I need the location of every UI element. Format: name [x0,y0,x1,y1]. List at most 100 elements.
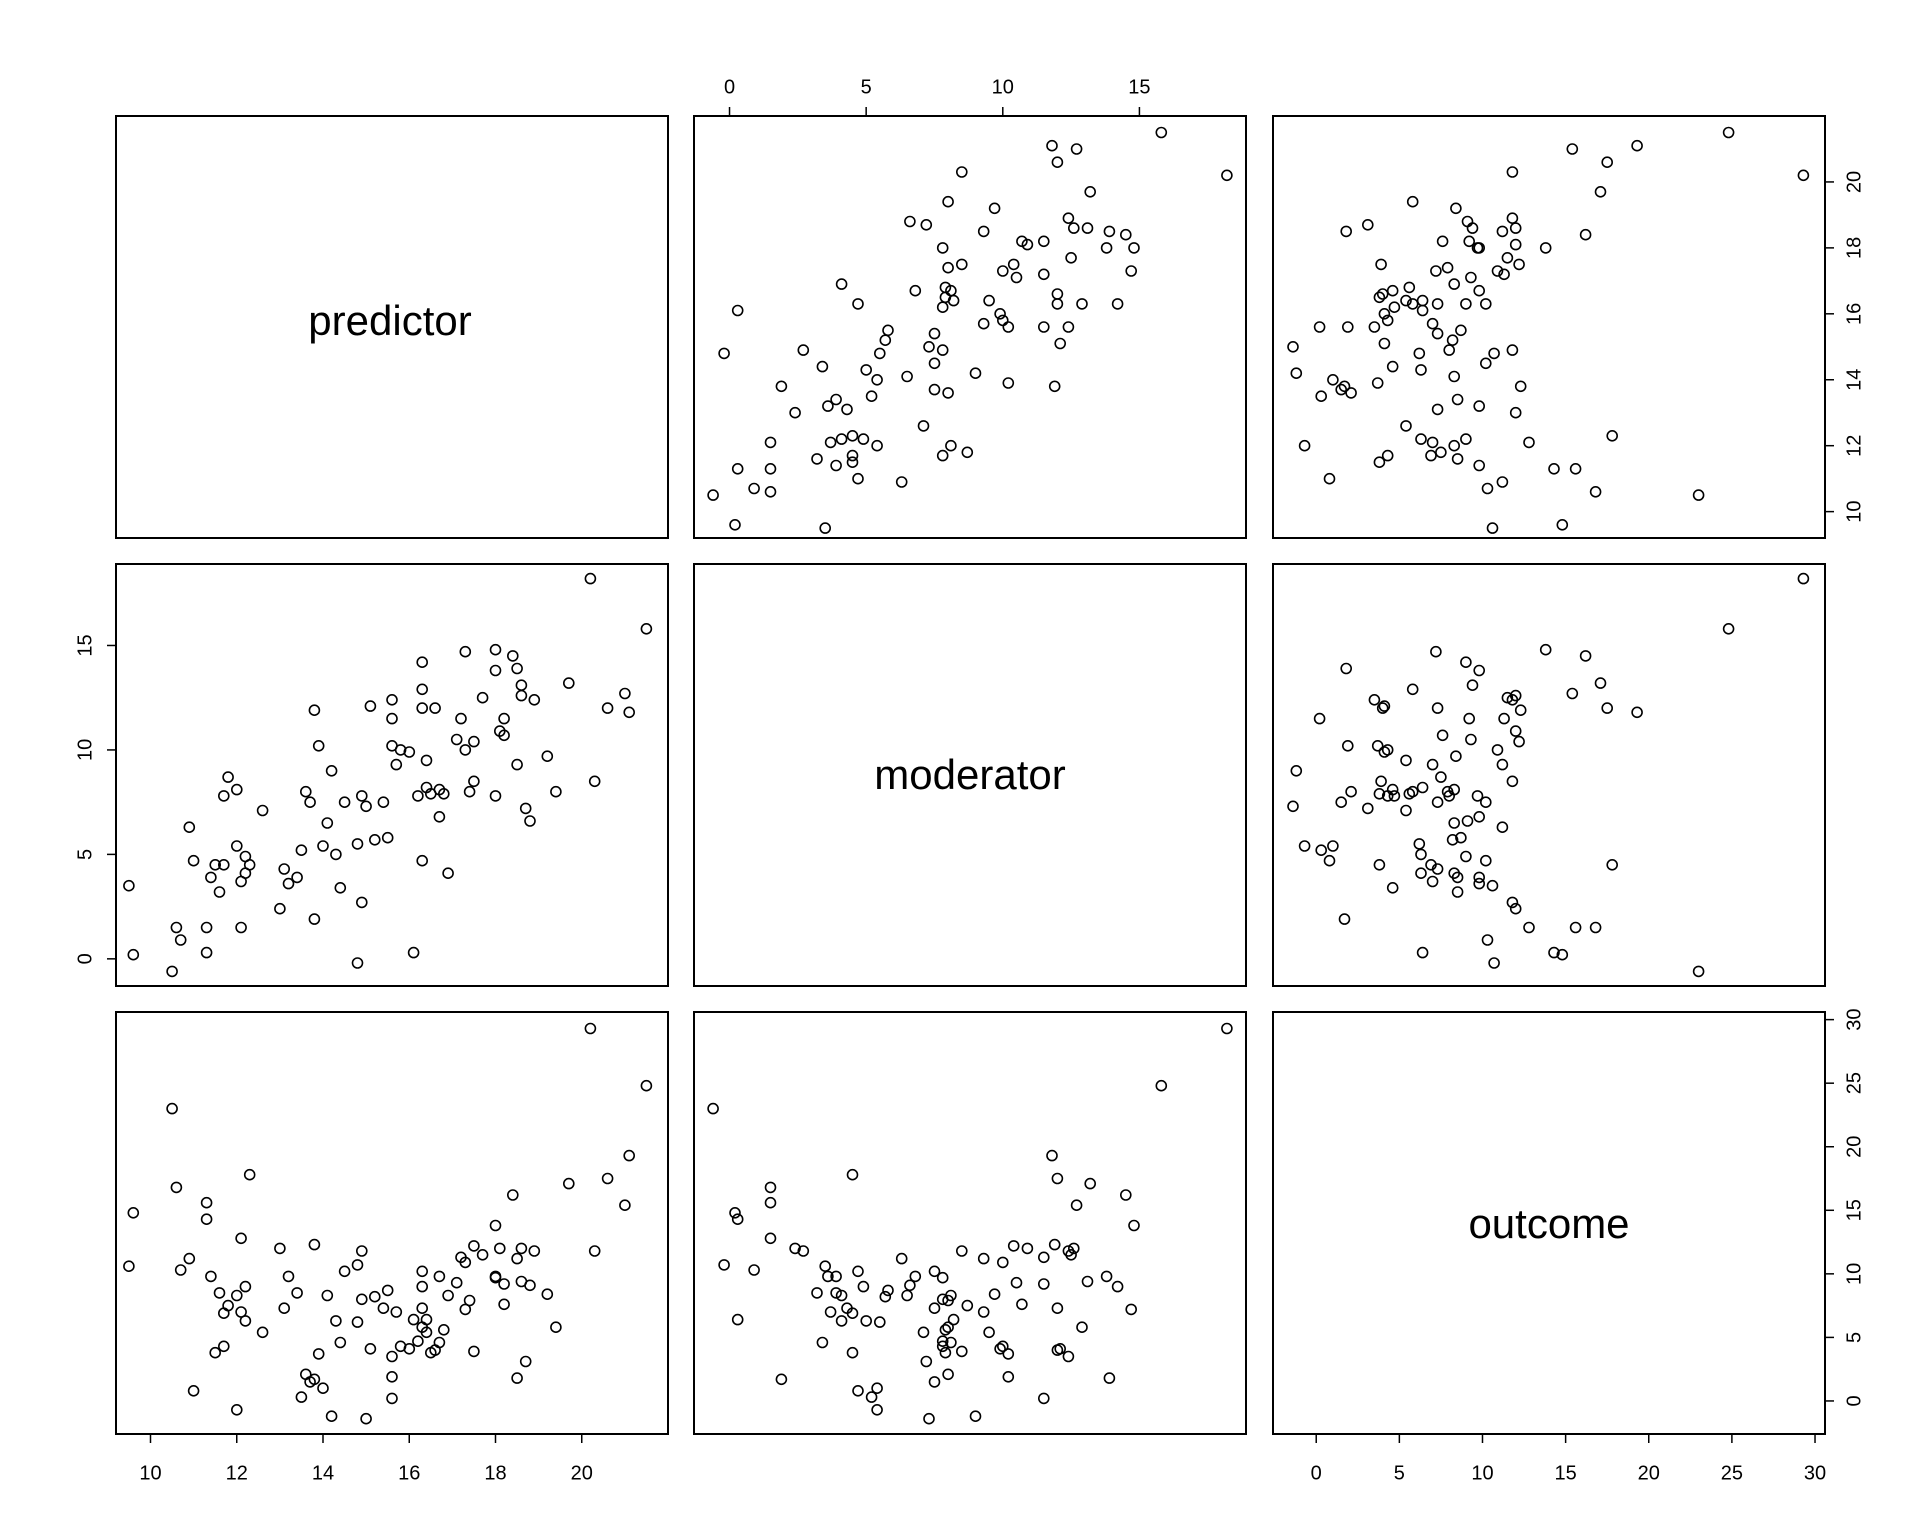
point-outcome-vs-predictor-22 [1400,420,1412,432]
point-predictor-vs-outcome-25 [282,1270,295,1283]
point-moderator-vs-predictor-77 [1128,242,1140,254]
point-moderator-vs-predictor-78 [936,242,949,254]
point-predictor-vs-outcome-90 [541,1288,554,1300]
point-outcome-vs-moderator-77 [1539,643,1552,656]
point-outcome-vs-predictor-8 [1569,462,1582,475]
point-outcome-vs-moderator-3 [1481,934,1494,946]
point-outcome-vs-moderator-45 [1446,833,1459,846]
tick-label-bottom-outcome-15: 15 [1555,1462,1577,1484]
point-moderator-vs-predictor-39 [718,347,730,360]
point-moderator-vs-predictor-50 [1062,321,1075,333]
tick-label-right-predictor-18: 18 [1843,237,1865,259]
point-moderator-vs-outcome-1 [729,1207,741,1219]
point-outcome-vs-predictor-1 [1556,518,1569,531]
tick-label-bottom-predictor-20: 20 [571,1462,593,1484]
tick-label-top-moderator-5: 5 [861,76,872,98]
point-moderator-vs-outcome-11 [811,1287,823,1299]
point-moderator-vs-outcome-37 [816,1336,829,1349]
point-moderator-vs-outcome-34 [901,1289,913,1302]
point-predictor-vs-outcome-16 [231,1289,243,1302]
point-outcome-vs-moderator-82 [1579,650,1592,662]
point-outcome-vs-moderator-8 [1569,921,1582,934]
point-moderator-vs-outcome-36 [860,1315,873,1327]
point-outcome-vs-predictor-73 [1513,258,1525,271]
point-predictor-vs-outcome-9 [205,1270,217,1283]
point-predictor-vs-outcome-53 [403,1343,416,1355]
tick-label-left-moderator-0: 0 [74,953,96,964]
point-outcome-vs-moderator-30 [1514,704,1527,717]
point-predictor-vs-outcome-34 [321,1289,334,1302]
point-outcome-vs-moderator-94 [1506,775,1519,788]
point-moderator-vs-predictor-84 [977,225,990,238]
point-predictor-vs-outcome-79 [493,1242,506,1255]
point-predictor-vs-outcome-59 [416,1302,429,1314]
point-moderator-vs-outcome-76 [1100,1270,1113,1283]
point-moderator-vs-predictor-30 [1048,380,1061,393]
point-moderator-vs-outcome-50 [1062,1350,1075,1363]
point-predictor-vs-moderator-86 [515,679,528,692]
point-moderator-vs-predictor-8 [764,462,777,475]
point-predictor-vs-outcome-67 [442,1289,454,1302]
point-moderator-vs-predictor-20 [857,433,870,445]
tick-label-right-outcome-0: 0 [1843,1395,1865,1406]
point-moderator-vs-outcome-56 [1076,1321,1088,1333]
point-outcome-vs-moderator-69 [1498,712,1510,725]
point-moderator-vs-outcome-33 [871,1382,883,1394]
point-outcome-vs-moderator-81 [1463,712,1475,725]
point-outcome-vs-moderator-70 [1430,645,1442,658]
tick-label-right-outcome-20: 20 [1843,1136,1865,1158]
point-moderator-vs-predictor-19 [835,433,848,445]
point-predictor-vs-moderator-45 [368,833,381,846]
panel-predictor-moderator [693,115,1247,539]
point-predictor-vs-moderator-41 [355,896,368,909]
point-predictor-vs-outcome-82 [506,1189,519,1201]
point-outcome-vs-moderator-25 [1473,877,1485,890]
point-moderator-vs-predictor-76 [1100,242,1113,254]
point-predictor-vs-outcome-72 [463,1294,476,1307]
point-predictor-vs-outcome-60 [420,1313,433,1326]
tick-label-bottom-predictor-16: 16 [398,1462,420,1484]
point-moderator-vs-outcome-40 [873,1316,886,1328]
point-predictor-vs-moderator-98 [640,622,653,635]
point-moderator-vs-predictor-88 [904,215,916,228]
point-predictor-vs-outcome-91 [550,1321,562,1333]
point-outcome-vs-moderator-2 [1589,921,1602,934]
point-outcome-vs-predictor-18 [1426,436,1439,449]
point-outcome-vs-predictor-87 [1362,219,1374,231]
point-predictor-vs-outcome-68 [450,1276,463,1289]
point-moderator-vs-outcome-29 [928,1376,941,1388]
point-outcome-vs-predictor-98 [1722,126,1735,139]
point-predictor-vs-moderator-58 [416,854,429,867]
point-moderator-vs-outcome-97 [1046,1149,1058,1162]
point-outcome-vs-moderator-31 [1338,913,1351,925]
point-outcome-vs-moderator-95 [1601,702,1613,714]
point-predictor-vs-outcome-3 [174,1264,187,1276]
point-predictor-vs-moderator-0 [123,879,135,892]
points-layer [123,126,1810,1425]
point-predictor-vs-moderator-43 [360,800,372,813]
point-moderator-vs-predictor-23 [789,406,801,419]
tick-label-bottom-outcome-20: 20 [1638,1462,1660,1484]
point-outcome-vs-predictor-4 [1692,489,1705,501]
point-predictor-vs-outcome-36 [330,1315,342,1327]
point-outcome-vs-moderator-91 [1406,785,1419,798]
point-moderator-vs-predictor-95 [1051,156,1064,168]
panel-moderator-predictor [115,563,669,987]
point-outcome-vs-predictor-32 [1371,377,1384,389]
tick-label-bottom-predictor-14: 14 [312,1462,334,1484]
point-outcome-vs-moderator-38 [1480,796,1492,809]
point-moderator-vs-outcome-70 [1125,1303,1137,1316]
point-outcome-vs-moderator-97 [1631,706,1643,719]
point-predictor-vs-outcome-19 [239,1315,252,1327]
point-outcome-vs-predictor-15 [1298,439,1311,452]
point-moderator-vs-outcome-38 [928,1265,941,1278]
tick-label-right-outcome-15: 15 [1843,1199,1865,1221]
tick-label-right-predictor-16: 16 [1843,303,1865,325]
point-predictor-vs-moderator-32 [312,739,325,752]
point-moderator-vs-outcome-10 [846,1346,859,1359]
point-predictor-vs-outcome-5 [183,1252,196,1265]
point-moderator-vs-outcome-17 [764,1232,777,1245]
point-moderator-vs-outcome-41 [797,1245,810,1257]
panel-predictor-predictor [115,115,669,539]
point-outcome-vs-predictor-38 [1480,357,1492,370]
